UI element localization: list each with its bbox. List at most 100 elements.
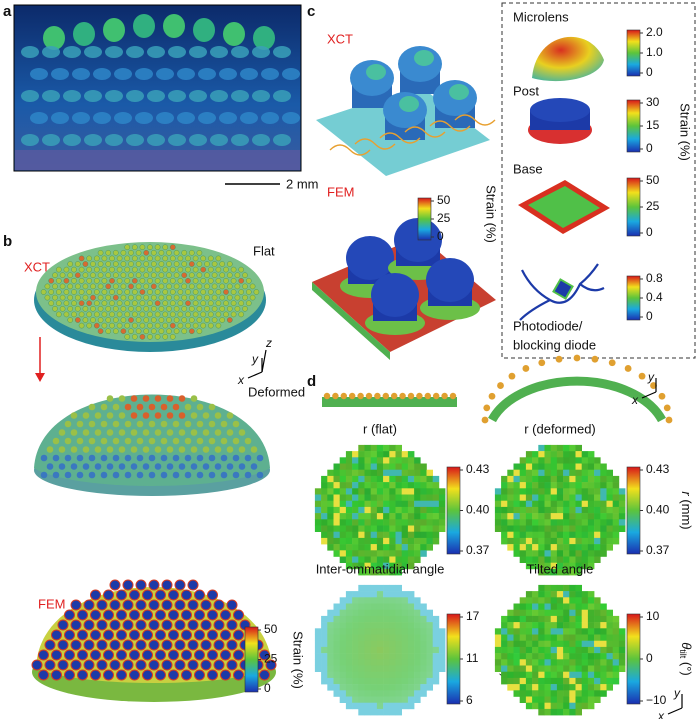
curved-strip [488,376,666,423]
map-cell [587,513,595,520]
map-cell [383,628,390,635]
map-cell [327,525,334,532]
map-cell [383,482,390,489]
map-cell [569,603,576,610]
map-cell [612,671,620,679]
colorbar [626,99,641,153]
map-cell [414,665,421,672]
flat-lens [230,311,237,318]
map-cell [395,640,402,648]
map-cell [358,531,365,539]
map-cell [352,506,359,514]
flat-lens [109,322,115,329]
map-cell [550,457,558,464]
flat-lens [234,283,241,290]
map-cell [606,659,613,666]
flat-lens [226,261,233,267]
map-cell [569,702,576,710]
map-cell [352,622,359,629]
colorbar-tick-label: 0.4 [646,290,663,304]
map-cell [544,556,551,563]
map-cell [513,628,520,635]
fem-lens [174,659,186,671]
flat-lens [139,333,146,340]
base-inner [528,186,600,228]
map-cell [414,475,421,483]
flat-lens [135,272,142,279]
colorbar-tick-label: 0 [437,229,444,243]
map-cell [519,690,527,697]
map-cell [587,550,595,557]
map-cell [507,653,514,660]
map-cell [575,556,582,563]
lens-bump [73,22,95,46]
map-cell [532,653,539,660]
deformed-lens [106,412,114,419]
flat-lens [90,305,96,312]
map-cell [345,500,353,508]
lens-row [84,134,102,146]
flat-lens [90,294,96,301]
map-cell [345,457,353,464]
map-cell [358,696,365,703]
strip-lens [357,392,364,400]
map-cell [581,531,589,539]
lens-row [198,68,216,80]
map-cell [333,671,340,679]
flat-lens [52,272,58,279]
map-cell [507,475,514,483]
map-cell [581,684,589,691]
flat-lens [56,277,62,284]
fem-lens [161,639,173,651]
map-cell [563,475,570,483]
flat-lens [113,305,119,312]
flat-lens [131,255,138,262]
map-cell [544,690,551,697]
map-cell [606,609,613,617]
flat-lens [162,311,168,318]
flat-lens [177,311,184,318]
map-cell [575,544,582,551]
map-title: Tilted angle [527,561,594,576]
map-cell [314,653,322,660]
map-cell [401,531,409,539]
map-cell [594,690,601,697]
map-cell [333,531,340,539]
map-cell [594,677,601,685]
map-cell [395,444,402,452]
map-cell [569,568,576,576]
fem-lens [142,609,153,621]
map-cell [618,488,626,495]
map-cell [364,451,371,458]
map-cell [426,677,433,685]
deformed-lens [184,471,192,479]
deformed-lens [184,454,192,462]
map-cell [575,500,582,508]
lens-row [189,46,207,58]
map-cell [612,653,620,660]
map-cell [587,622,595,629]
map-cell [333,475,340,483]
flat-lens [109,255,115,262]
map-cell [345,537,353,545]
map-cell [519,615,527,623]
map-cell [563,628,570,635]
method-label: FEM [327,184,354,199]
fem-lens [155,649,166,661]
map-cell [594,513,601,520]
map-cell [321,525,328,532]
strip-lens [374,392,381,400]
map-cell [594,696,601,703]
flat-lens [150,249,157,256]
flat-lens [124,277,130,284]
deformed-lens [124,471,132,479]
map-cell [407,562,415,570]
map-cell [594,556,601,563]
map-cell [376,634,384,641]
map-cell [383,519,390,526]
map-cell [594,463,601,470]
map-cell [383,653,390,660]
map-cell [383,591,390,598]
map-cell [333,482,340,489]
